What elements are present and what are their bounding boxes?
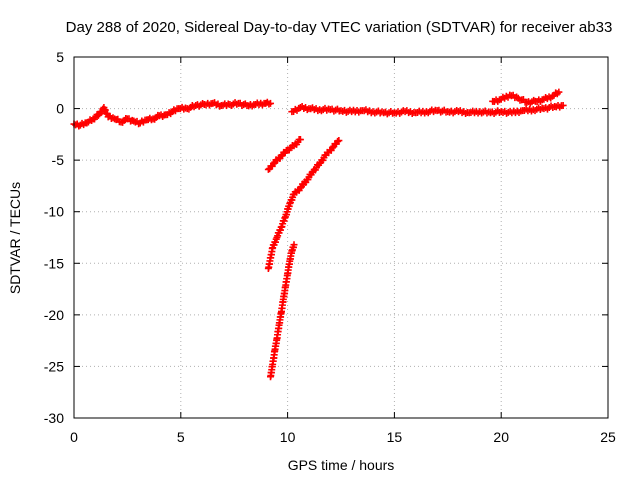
series-arc-short <box>264 136 304 173</box>
y-tick-label: 0 <box>56 101 64 117</box>
data-point <box>334 137 342 145</box>
plot-frame <box>73 56 609 419</box>
x-tick-label: 15 <box>387 429 403 445</box>
gridlines <box>74 57 608 418</box>
y-axis-label: SDTVAR / TECUs <box>7 182 23 294</box>
data-point <box>335 137 343 145</box>
x-tick-label: 20 <box>493 429 509 445</box>
data-point <box>290 241 298 249</box>
series-arc-late <box>489 88 563 107</box>
x-axis-label: GPS time / hours <box>288 457 395 473</box>
y-axis: 5 0 -5 -10 -15 -20 -25 -30 <box>44 49 608 426</box>
y-tick-label: 5 <box>56 49 64 65</box>
data-point <box>296 136 304 144</box>
x-tick-label: 25 <box>600 429 616 445</box>
x-tick-label: 10 <box>280 429 296 445</box>
data-point <box>267 99 275 107</box>
series-layer <box>70 88 567 381</box>
data-point <box>555 88 563 96</box>
data-point <box>559 101 567 109</box>
series-arc-main-1 <box>70 98 275 130</box>
y-tick-label: -15 <box>44 255 64 271</box>
y-tick-label: -30 <box>44 410 64 426</box>
chart-title: Day 288 of 2020, Sidereal Day-to-day VTE… <box>66 19 613 36</box>
data-point <box>296 184 304 192</box>
x-tick-label: 0 <box>70 429 78 445</box>
x-axis: 0 5 10 15 20 25 <box>70 57 616 445</box>
series-arc-deep <box>267 241 298 381</box>
x-tick-label: 5 <box>177 429 185 445</box>
y-tick-label: -20 <box>44 307 64 323</box>
data-point <box>328 144 336 152</box>
y-tick-label: -10 <box>44 204 64 220</box>
y-tick-label: -25 <box>44 358 64 374</box>
data-point <box>277 152 285 160</box>
data-point <box>270 160 278 168</box>
series-arc-rising <box>264 137 343 272</box>
y-tick-label: -5 <box>52 152 65 168</box>
series-arc-main-2 <box>288 101 567 118</box>
